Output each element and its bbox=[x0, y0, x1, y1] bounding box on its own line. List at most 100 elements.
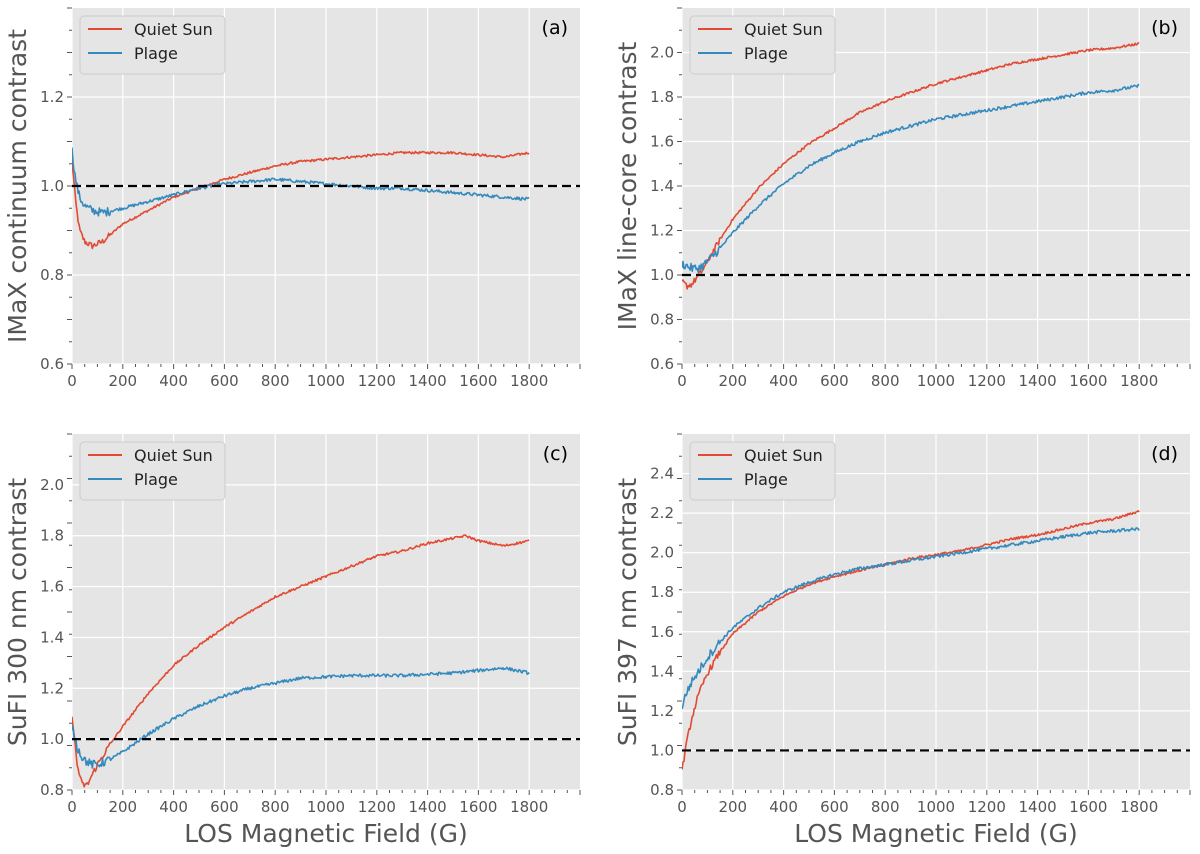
x-tick-label: 400 bbox=[159, 372, 188, 390]
x-tick-label: 1000 bbox=[307, 372, 345, 390]
x-tick-label: 1600 bbox=[459, 798, 497, 816]
x-tick-label: 1400 bbox=[1019, 372, 1057, 390]
y-tick-label: 0.8 bbox=[40, 266, 64, 284]
x-tick-label: 1000 bbox=[917, 798, 955, 816]
x-tick-label: 1600 bbox=[459, 372, 497, 390]
x-tick-label: 600 bbox=[210, 798, 239, 816]
panel-3: 0 200 400 600 800 1000 1200 1400 1600 1800 0.8 1.0 1… bbox=[613, 433, 1191, 848]
gridlines bbox=[681, 434, 1190, 791]
series-line-plage bbox=[682, 83, 1140, 274]
y-axis-label: IMaX continuum contrast bbox=[3, 29, 32, 343]
y-tick-label: 0.8 bbox=[40, 781, 64, 799]
y-tick-label: 1.6 bbox=[650, 623, 674, 641]
series-line-plage bbox=[72, 666, 530, 769]
x-tick-label: 600 bbox=[210, 372, 239, 390]
y-tick-label: 1.0 bbox=[650, 741, 674, 759]
x-tick-label: 0 bbox=[677, 798, 687, 816]
y-tick-label: 1.2 bbox=[650, 222, 674, 240]
legend: Quiet Sun Plage bbox=[689, 441, 836, 501]
legend-label: Quiet Sun bbox=[744, 446, 823, 465]
legend-label: Quiet Sun bbox=[134, 20, 213, 39]
x-tick-label: 400 bbox=[769, 798, 798, 816]
series-line-quiet-sun bbox=[682, 42, 1140, 290]
y-tick-label: 1.0 bbox=[650, 266, 674, 284]
x-tick-label: 800 bbox=[261, 372, 290, 390]
x-tick-label: 1800 bbox=[1120, 798, 1158, 816]
y-tick-label: 2.0 bbox=[650, 544, 674, 562]
y-tick-label: 0.6 bbox=[40, 355, 64, 373]
y-tick-label: 1.4 bbox=[40, 628, 64, 646]
gridlines bbox=[71, 434, 580, 791]
x-tick-label: 1800 bbox=[510, 372, 548, 390]
x-tick-label: 1800 bbox=[1120, 372, 1158, 390]
x-tick-label: 600 bbox=[820, 372, 849, 390]
legend: Quiet Sun Plage bbox=[79, 15, 226, 75]
y-tick-label: 0.8 bbox=[650, 781, 674, 799]
x-tick-label: 1400 bbox=[1019, 798, 1057, 816]
y-tick-label: 1.2 bbox=[650, 702, 674, 720]
legend-label: Plage bbox=[744, 470, 788, 489]
panel-label: (a) bbox=[542, 17, 568, 39]
y-tick-label: 0.8 bbox=[650, 311, 674, 329]
x-tick-label: 1000 bbox=[307, 798, 345, 816]
legend-box bbox=[689, 441, 836, 501]
x-tick-label: 1600 bbox=[1069, 798, 1107, 816]
y-axis-label: SuFI 300 nm contrast bbox=[3, 478, 32, 747]
x-tick-label: 1800 bbox=[510, 798, 548, 816]
x-tick-label: 800 bbox=[261, 798, 290, 816]
legend-box bbox=[79, 441, 226, 501]
panel-label: (b) bbox=[1151, 17, 1178, 39]
y-tick-label: 1.2 bbox=[40, 88, 64, 106]
x-tick-label: 200 bbox=[108, 798, 137, 816]
y-tick-label: 1.0 bbox=[40, 177, 64, 195]
y-tick-label: 2.2 bbox=[650, 504, 674, 522]
y-tick-label: 2.0 bbox=[40, 476, 64, 494]
x-axis-label: LOS Magnetic Field (G) bbox=[184, 819, 467, 848]
series-line-quiet-sun bbox=[72, 150, 530, 250]
x-tick-label: 200 bbox=[718, 372, 747, 390]
x-tick-label: 1200 bbox=[968, 798, 1006, 816]
series-line-plage bbox=[682, 527, 1140, 710]
x-tick-label: 800 bbox=[871, 798, 900, 816]
x-tick-label: 1200 bbox=[358, 372, 396, 390]
x-tick-label: 1200 bbox=[968, 372, 1006, 390]
x-tick-label: 200 bbox=[718, 798, 747, 816]
x-tick-label: 0 bbox=[67, 798, 77, 816]
y-tick-label: 1.8 bbox=[40, 527, 64, 545]
y-tick-label: 2.4 bbox=[650, 465, 674, 483]
panel-2: 0 200 400 600 800 1000 1200 1400 1600 1800 0.8 1.0 1… bbox=[3, 433, 581, 848]
series-line-quiet-sun bbox=[682, 509, 1140, 770]
y-tick-label: 1.4 bbox=[650, 662, 674, 680]
y-tick-label: 1.0 bbox=[40, 730, 64, 748]
x-tick-label: 0 bbox=[677, 372, 687, 390]
x-tick-label: 400 bbox=[159, 798, 188, 816]
y-tick-label: 1.4 bbox=[650, 177, 674, 195]
x-tick-label: 0 bbox=[67, 372, 77, 390]
legend-label: Quiet Sun bbox=[744, 20, 823, 39]
panel-1: 0 200 400 600 800 1000 1200 1400 1600 1800 0.6 0.8 1… bbox=[613, 7, 1191, 390]
legend-label: Plage bbox=[744, 44, 788, 63]
legend-box bbox=[79, 15, 226, 75]
panel-0: 0 200 400 600 800 1000 1200 1400 1600 1800 0.6 0.8 1… bbox=[3, 7, 581, 390]
panel-label: (c) bbox=[543, 443, 568, 465]
x-tick-label: 1000 bbox=[917, 372, 955, 390]
y-tick-label: 1.6 bbox=[650, 133, 674, 151]
y-tick-label: 1.8 bbox=[650, 88, 674, 106]
series-line-quiet-sun bbox=[72, 534, 530, 788]
y-tick-label: 2.0 bbox=[650, 44, 674, 62]
x-tick-label: 800 bbox=[871, 372, 900, 390]
x-tick-label: 1400 bbox=[409, 798, 447, 816]
x-tick-label: 600 bbox=[820, 798, 849, 816]
series-line-plage bbox=[72, 147, 530, 217]
x-tick-label: 400 bbox=[769, 372, 798, 390]
legend: Quiet Sun Plage bbox=[689, 15, 836, 75]
x-tick-label: 200 bbox=[108, 372, 137, 390]
y-tick-label: 0.6 bbox=[650, 355, 674, 373]
panel-label: (d) bbox=[1151, 443, 1178, 465]
y-axis-label: SuFI 397 nm contrast bbox=[613, 478, 642, 747]
y-tick-label: 1.2 bbox=[40, 679, 64, 697]
legend-label: Plage bbox=[134, 44, 178, 63]
legend: Quiet Sun Plage bbox=[79, 441, 226, 501]
y-tick-label: 1.8 bbox=[650, 583, 674, 601]
